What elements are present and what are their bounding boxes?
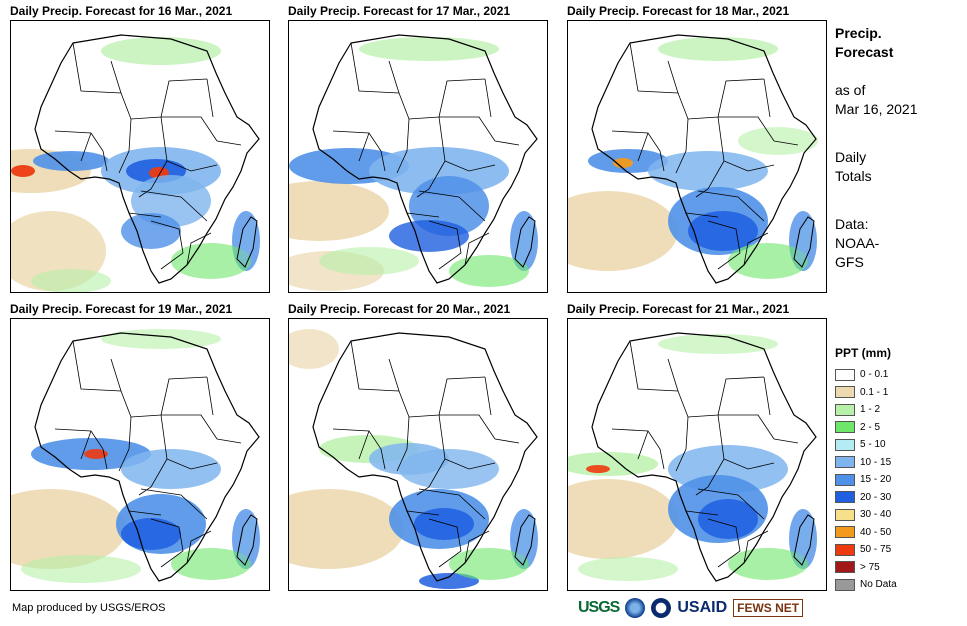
panel-title: Daily Precip. Forecast for 21 Mar., 2021 — [567, 302, 790, 316]
fews-net-logo: FEWS NET — [733, 599, 804, 617]
credit-text: Map produced by USGS/EROS — [12, 602, 166, 614]
legend-label: No Data — [860, 579, 897, 591]
legend-item: 5 - 10 — [835, 436, 963, 454]
legend-item: 1 - 2 — [835, 401, 963, 419]
legend-swatch — [835, 561, 855, 574]
legend-swatch — [835, 421, 855, 434]
legend-item: 50 - 75 — [835, 541, 963, 559]
legend-item: No Data — [835, 576, 963, 594]
legend: PPT (mm) 0 - 0.1 0.1 - 1 1 - 2 2 - 5 5 - 10 1… — [835, 346, 963, 594]
side-title-2: Forecast — [835, 44, 894, 60]
panel-title: Daily Precip. Forecast for 18 Mar., 2021 — [567, 4, 790, 18]
legend-swatch — [835, 438, 855, 451]
legend-label: 5 - 10 — [860, 439, 886, 451]
precip-map — [288, 20, 548, 293]
data-source-2: GFS — [835, 254, 864, 270]
legend-swatch — [835, 543, 855, 556]
legend-label: 40 - 50 — [860, 526, 892, 538]
legend-title: PPT (mm) — [835, 346, 892, 360]
legend-label: 2 - 5 — [860, 421, 881, 433]
precip-map — [10, 20, 270, 293]
as-of-label: as of — [835, 82, 866, 98]
panel-title: Daily Precip. Forecast for 20 Mar., 2021 — [288, 302, 511, 316]
noaa-logo-icon — [625, 598, 646, 618]
legend-label: 10 - 15 — [860, 456, 892, 468]
precip-map — [288, 318, 548, 591]
totals-label-2: Totals — [835, 168, 872, 184]
data-label: Data: — [835, 216, 869, 232]
legend-item: 2 - 5 — [835, 419, 963, 437]
legend-label: > 75 — [860, 561, 880, 573]
panel-title: Daily Precip. Forecast for 17 Mar., 2021 — [288, 4, 511, 18]
legend-item: 15 - 20 — [835, 471, 963, 489]
legend-swatch — [835, 508, 855, 521]
legend-item: 0.1 - 1 — [835, 384, 963, 402]
legend-swatch — [835, 491, 855, 504]
legend-label: 20 - 30 — [860, 491, 892, 503]
legend-item: 30 - 40 — [835, 506, 963, 524]
legend-swatch — [835, 386, 855, 399]
legend-label: 1 - 2 — [860, 404, 881, 416]
panel-title: Daily Precip. Forecast for 16 Mar., 2021 — [10, 4, 233, 18]
legend-label: 30 - 40 — [860, 509, 892, 521]
legend-item: 10 - 15 — [835, 454, 963, 472]
usgs-logo: USGS — [578, 599, 620, 616]
legend-swatch — [835, 403, 855, 416]
legend-swatch — [835, 456, 855, 469]
usaid-seal-icon — [651, 598, 672, 618]
side-title-1: Precip. — [835, 25, 882, 41]
precip-map — [567, 318, 827, 591]
logos: USGS USAID FEWS NET — [578, 596, 804, 620]
precip-map — [10, 318, 270, 591]
legend-label: 0.1 - 1 — [860, 386, 889, 398]
legend-label: 15 - 20 — [860, 474, 892, 486]
legend-item: 40 - 50 — [835, 524, 963, 542]
legend-swatch — [835, 578, 855, 591]
legend-swatch — [835, 473, 855, 486]
totals-label-1: Daily — [835, 149, 867, 165]
data-source-1: NOAA- — [835, 235, 880, 251]
side-info: Precip. Forecast as of Mar 16, 2021 Dail… — [835, 24, 965, 272]
legend-item: 20 - 30 — [835, 489, 963, 507]
legend-swatch — [835, 526, 855, 539]
precip-map — [567, 20, 827, 293]
legend-label: 0 - 0.1 — [860, 369, 889, 381]
as-of-date: Mar 16, 2021 — [835, 101, 918, 117]
legend-item: > 75 — [835, 559, 963, 577]
legend-label: 50 - 75 — [860, 544, 892, 556]
legend-item: 0 - 0.1 — [835, 366, 963, 384]
panel-title: Daily Precip. Forecast for 19 Mar., 2021 — [10, 302, 233, 316]
legend-swatch — [835, 368, 855, 381]
usaid-logo: USAID — [677, 599, 728, 616]
